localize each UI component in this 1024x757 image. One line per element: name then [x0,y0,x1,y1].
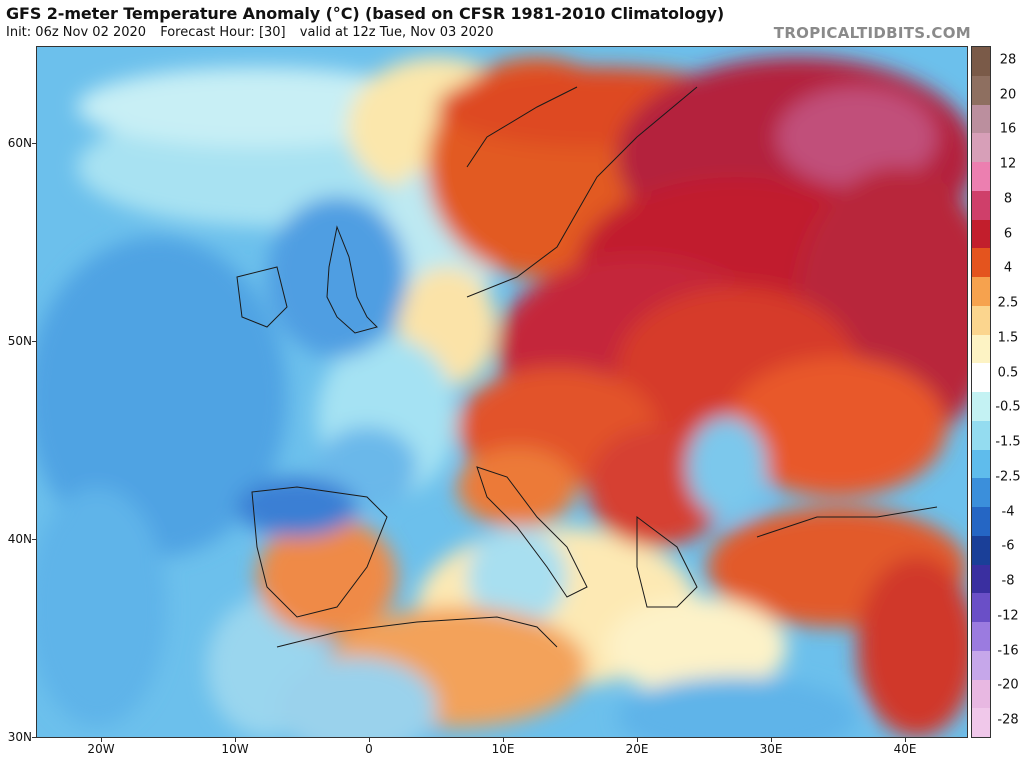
colorbar-label: -4 [1001,504,1015,520]
colorbar-segment [972,420,990,450]
lat-tick [32,143,36,144]
colorbar-segment [972,219,990,249]
colorbar-segment [972,75,990,105]
anomaly-field [37,57,967,737]
colorbar-label: 28 [999,52,1017,68]
colorbar-segment [972,392,990,421]
lon-tick [101,738,102,742]
lat-label-50n: 50N [7,334,32,348]
colorbar-segment [972,679,990,709]
colorbar-segment [972,593,990,622]
lon-label-20w: 20W [87,742,115,756]
lon-tick [235,738,236,742]
anomaly-map[interactable] [36,46,968,738]
colorbar-segment [972,622,990,651]
colorbar-segment [972,363,990,392]
valid-time: valid at 12z Tue, Nov 03 2020 [299,25,494,40]
colorbar-label: -28 [997,712,1019,728]
colorbar-segment [972,162,990,191]
chart-title: GFS 2-meter Temperature Anomaly (°C) (ba… [6,4,725,23]
lon-label-40e: 40E [893,742,917,756]
colorbar-segment [972,277,990,306]
colorbar-label: 2.5 [997,295,1019,311]
lon-tick [637,738,638,742]
colorbar-segment [972,133,990,162]
lat-label-40n: 40N [7,532,32,546]
lat-label-30n: 30N [7,730,32,744]
colorbar-segment [972,190,990,220]
colorbar-label: 12 [999,156,1017,172]
colorbar-segment [972,650,990,680]
colorbar-segment [972,535,990,565]
colorbar-segment [972,334,990,364]
colorbar-label: 6 [1003,226,1013,242]
colorbar-label: -20 [997,677,1019,693]
colorbar-label: -2.5 [995,469,1021,485]
colorbar-label: -8 [1001,573,1015,589]
colorbar-segment [972,708,990,737]
lon-label-10w: 10W [221,742,249,756]
colorbar-label: 8 [1003,191,1013,207]
colorbar-segment [972,248,990,277]
lon-tick [503,738,504,742]
colorbar-label: -16 [997,643,1019,659]
lat-label-60n: 60N [7,136,32,150]
colorbar-label: 16 [999,121,1017,137]
forecast-info: Init: 06z Nov 02 2020 Forecast Hour: [30… [6,25,503,40]
colorbar-label: 0.5 [997,365,1019,381]
lon-label-20e: 20E [625,742,649,756]
brand-watermark: TROPICALTIDBITS.COM [773,24,971,42]
lon-tick [369,738,370,742]
lat-tick [32,341,36,342]
map-canvas [37,47,967,737]
colorbar-label: -0.5 [995,399,1021,415]
colorbar [971,46,991,738]
lat-tick [32,737,36,738]
colorbar-label: 4 [1003,260,1013,276]
colorbar-label: 20 [999,87,1017,103]
lon-label-30e: 30E [759,742,783,756]
colorbar-segment [972,507,990,536]
colorbar-segment [972,478,990,507]
lon-tick [771,738,772,742]
colorbar-segment [972,47,990,76]
lon-tick [905,738,906,742]
colorbar-label: -6 [1001,538,1015,554]
lat-tick [32,539,36,540]
colorbar-label: -12 [997,608,1019,624]
colorbar-label: 1.5 [997,330,1019,346]
forecast-hour: Forecast Hour: [30] [160,25,286,40]
colorbar-segment [972,564,990,594]
colorbar-segment [972,104,990,134]
lon-label-0: 0 [365,742,373,756]
coastlines [236,86,938,648]
colorbar-segment [972,305,990,335]
colorbar-segment [972,449,990,479]
lon-label-10e: 10E [491,742,515,756]
init-time: Init: 06z Nov 02 2020 [6,25,147,40]
colorbar-label: -1.5 [995,434,1021,450]
